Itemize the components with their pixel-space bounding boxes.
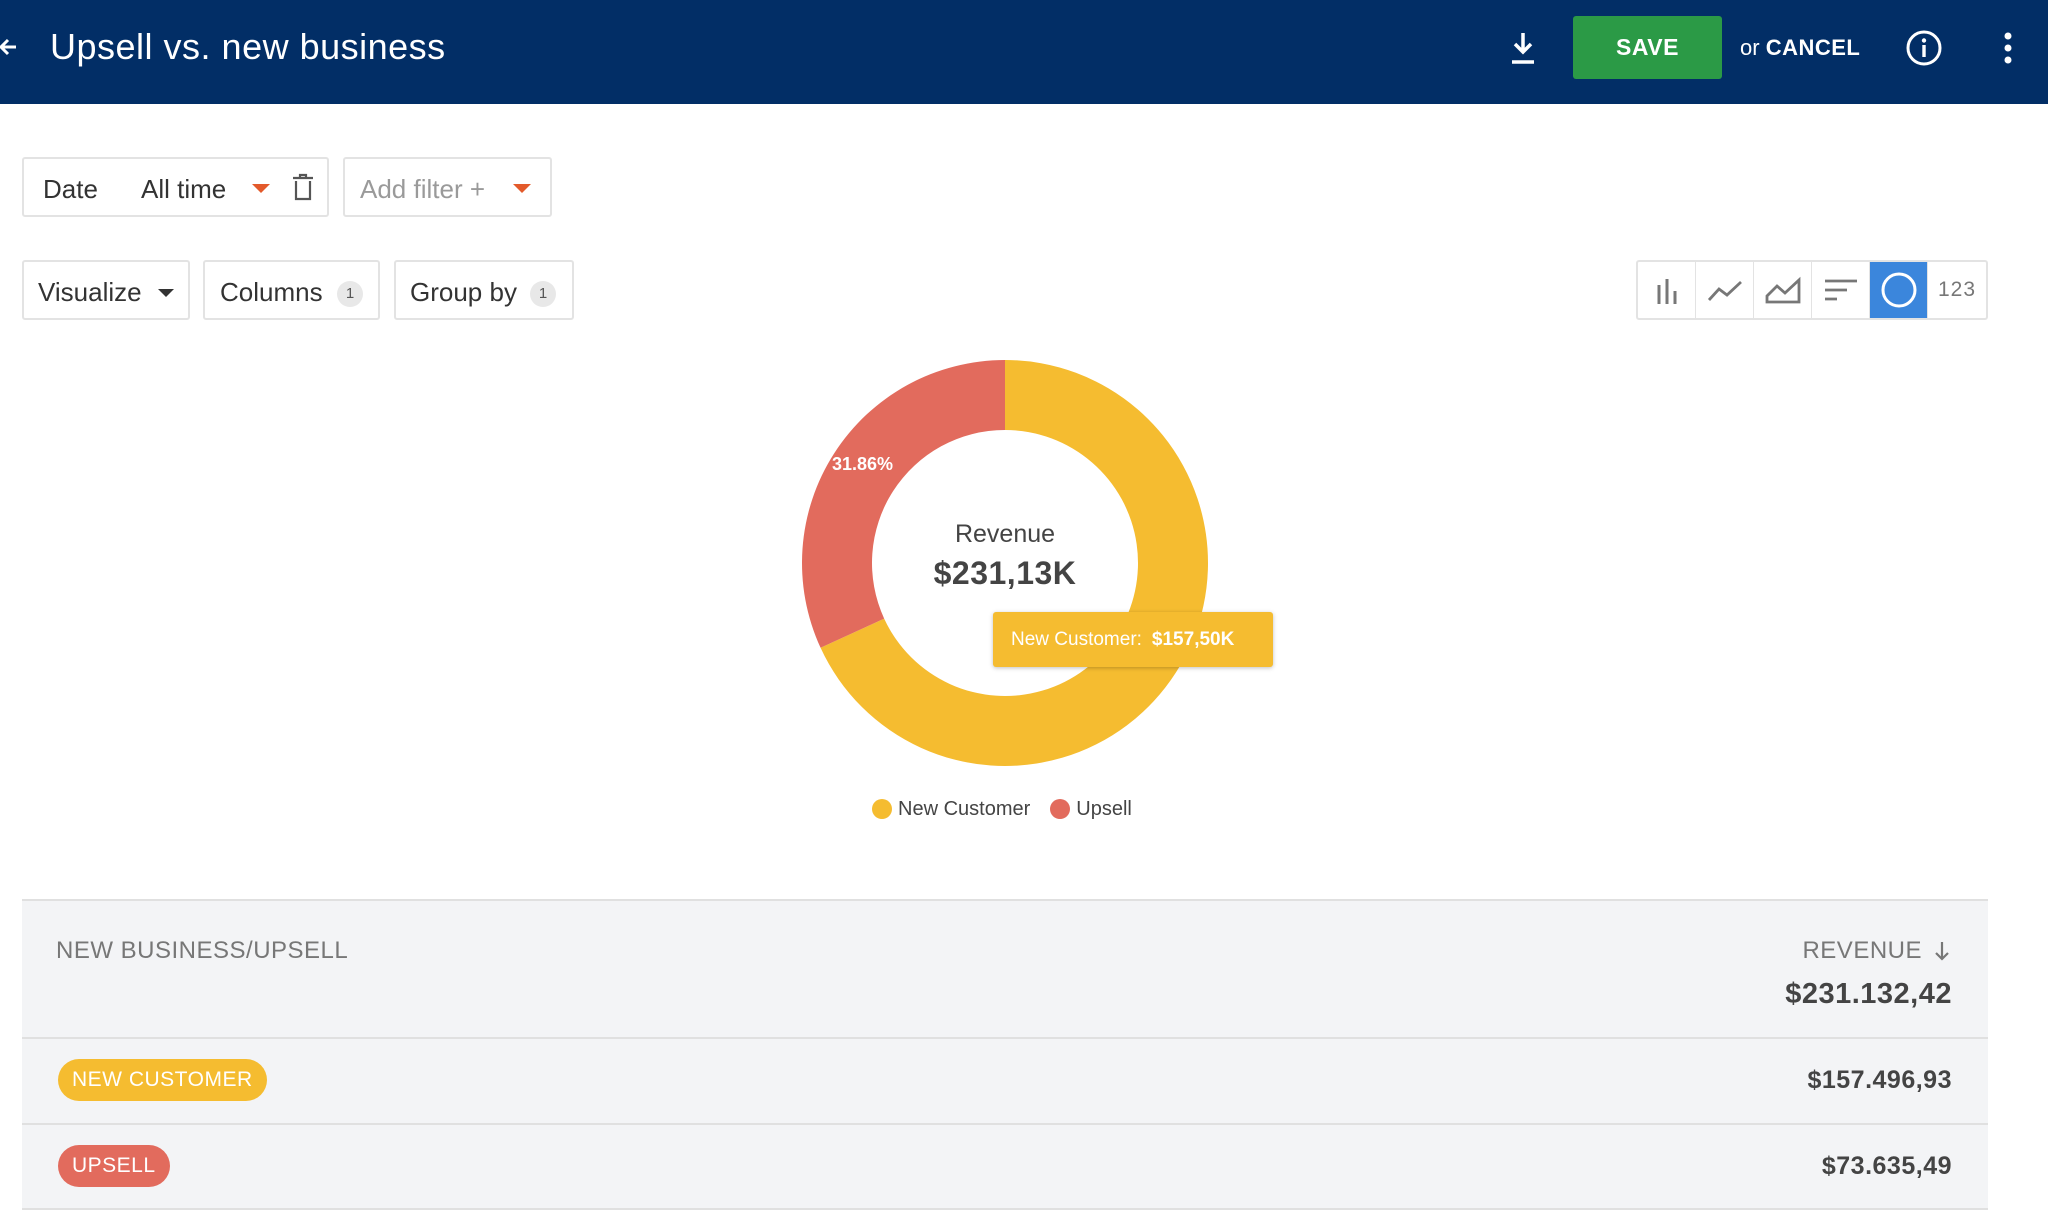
trash-icon[interactable] (292, 173, 314, 201)
date-filter[interactable]: Date All time (22, 157, 329, 217)
top-bar: Upsell vs. new business SAVE or CANCEL (0, 0, 2048, 104)
visualize-caret-icon (158, 289, 174, 297)
group-by-count-badge: 1 (530, 281, 556, 307)
chart-type-number-button[interactable]: 123 (1928, 262, 1986, 318)
chart-tooltip: New Customer: $157,50K (993, 612, 1273, 667)
table-row[interactable]: NEW CUSTOMER $157.496,93 (22, 1037, 1988, 1123)
column-header-revenue-label: REVENUE (1802, 937, 1922, 964)
group-by-button[interactable]: Group by 1 (394, 260, 574, 320)
legend-item-upsell[interactable]: Upsell (1050, 798, 1132, 821)
visualize-button[interactable]: Visualize (22, 260, 190, 320)
chart-type-line-button[interactable] (1696, 262, 1754, 318)
legend-dot-icon (1050, 799, 1071, 819)
chart-type-row-button[interactable] (1812, 262, 1870, 318)
add-filter-label: Add filter + (360, 174, 486, 204)
columns-count-badge: 1 (337, 281, 363, 307)
donut-slice-upsell[interactable] (801, 360, 1005, 648)
columns-label: Columns (220, 277, 323, 307)
revenue-total: $231.132,42 (1785, 978, 1952, 1010)
page-title: Upsell vs. new business (50, 26, 446, 67)
more-options-icon[interactable] (2002, 30, 2014, 66)
date-dropdown-caret-icon[interactable] (252, 184, 270, 193)
column-header-category[interactable]: NEW BUSINESS/UPSELL (56, 937, 349, 964)
legend-dot-icon (872, 799, 892, 819)
cancel-link[interactable]: CANCEL (1765, 35, 1861, 60)
info-icon[interactable] (1905, 29, 1943, 67)
chart-legend: New Customer Upsell (872, 795, 1152, 823)
add-filter-button[interactable]: Add filter + (343, 157, 552, 217)
download-icon[interactable] (1508, 30, 1538, 66)
save-button[interactable]: SAVE (1573, 16, 1722, 79)
number-icon: 123 (1937, 278, 1977, 301)
upsell-slice-label: 31.86% (832, 454, 894, 474)
date-filter-value[interactable]: All time (141, 174, 227, 204)
donut-chart-icon (1881, 272, 1916, 308)
donut-center-value: $231,13K (933, 555, 1077, 591)
line-chart-icon (1707, 280, 1742, 301)
chart-type-donut-button[interactable] (1870, 262, 1928, 318)
results-table: NEW BUSINESS/UPSELL REVENUE $231.132,42 … (22, 899, 1988, 1210)
columns-button[interactable]: Columns 1 (203, 260, 380, 320)
back-arrow-icon[interactable] (0, 35, 16, 59)
table-row[interactable]: UPSELL $73.635,49 (22, 1123, 1988, 1210)
visualize-label: Visualize (38, 277, 142, 307)
category-badge: NEW CUSTOMER (58, 1059, 267, 1101)
tooltip-label: New Customer: (1011, 629, 1142, 650)
column-header-revenue[interactable]: REVENUE (1802, 937, 1952, 965)
donut-center-label: Revenue (954, 520, 1056, 548)
or-cancel-group: or CANCEL (1740, 34, 1860, 62)
group-by-label: Group by (410, 277, 517, 307)
add-filter-caret-icon (513, 184, 531, 193)
bar-chart-icon (1657, 279, 1676, 304)
chart-type-toolbar: 123 (1636, 260, 1988, 320)
row-value: $157.496,93 (1807, 1066, 1952, 1094)
legend-item-new-customer[interactable]: New Customer (872, 798, 1030, 821)
sort-descending-icon (1935, 942, 1949, 961)
legend-label: Upsell (1076, 797, 1132, 820)
chart-type-bar-button[interactable] (1638, 262, 1696, 318)
legend-label: New Customer (898, 797, 1031, 820)
tooltip-value: $157,50K (1151, 629, 1235, 650)
row-value: $73.635,49 (1821, 1152, 1952, 1180)
area-chart-icon (1765, 276, 1800, 304)
date-filter-label: Date (43, 174, 98, 204)
or-label: or (1740, 35, 1760, 60)
category-badge: UPSELL (58, 1145, 170, 1187)
chart-type-area-button[interactable] (1754, 262, 1812, 318)
horizontal-bar-icon (1824, 279, 1857, 301)
